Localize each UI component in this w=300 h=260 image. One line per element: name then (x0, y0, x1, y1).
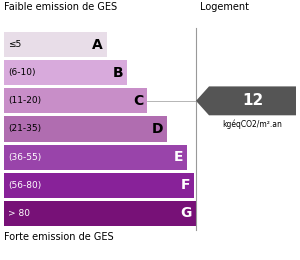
Bar (4, 116, 167, 142)
Text: Logement: Logement (200, 2, 249, 12)
Text: (11-20): (11-20) (8, 96, 41, 105)
Bar (4, 88, 147, 113)
Text: Forte emission de GES: Forte emission de GES (4, 232, 114, 242)
Text: G: G (181, 206, 192, 220)
Bar (4, 145, 187, 170)
Text: kgéqCO2/m².an: kgéqCO2/m².an (223, 119, 282, 129)
Text: B: B (112, 66, 123, 80)
Text: ≤5: ≤5 (8, 40, 21, 49)
Bar (4, 173, 194, 198)
Text: A: A (92, 38, 103, 51)
Text: > 80: > 80 (8, 209, 30, 218)
Text: C: C (133, 94, 143, 108)
Text: E: E (173, 150, 183, 164)
Text: F: F (181, 178, 190, 192)
Bar (4, 32, 107, 57)
Text: Faible emission de GES: Faible emission de GES (4, 2, 117, 12)
Polygon shape (196, 86, 296, 115)
Bar (4, 201, 196, 226)
Text: (6-10): (6-10) (8, 68, 35, 77)
Text: (36-55): (36-55) (8, 153, 41, 162)
Text: 12: 12 (242, 93, 263, 108)
Bar (4, 60, 127, 85)
Text: (56-80): (56-80) (8, 181, 41, 190)
Text: (21-35): (21-35) (8, 125, 41, 133)
Text: D: D (152, 122, 163, 136)
